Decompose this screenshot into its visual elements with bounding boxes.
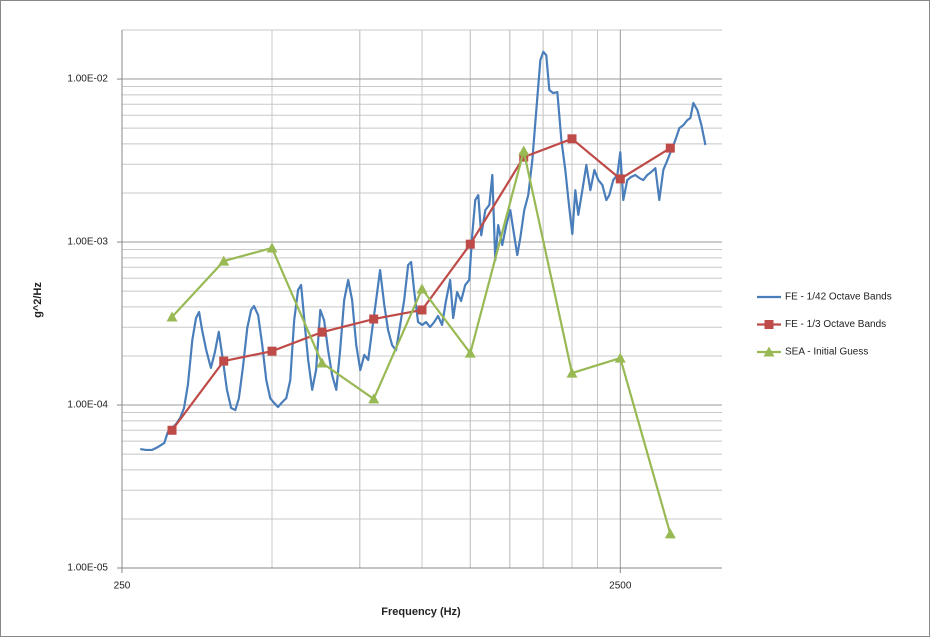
marker xyxy=(369,314,379,324)
y-tick-label: 1.00E-05 xyxy=(67,563,108,574)
marker xyxy=(167,425,177,435)
marker xyxy=(219,356,229,366)
marker xyxy=(764,320,774,329)
marker xyxy=(465,239,475,249)
marker xyxy=(417,305,427,315)
marker xyxy=(317,327,327,337)
marker xyxy=(368,393,380,404)
x-tick-label: 2500 xyxy=(609,581,632,592)
marker xyxy=(664,528,676,539)
y-axis-title: g^2/Hz xyxy=(32,282,44,318)
marker xyxy=(566,367,578,378)
marker xyxy=(615,174,625,184)
marker xyxy=(567,134,577,144)
marker xyxy=(665,143,675,153)
plot-area xyxy=(140,50,707,539)
y-tick-label: 1.00E-03 xyxy=(67,237,108,248)
marker xyxy=(416,283,428,294)
marker xyxy=(218,255,230,266)
legend-label: FE - 1/3 Octave Bands xyxy=(785,319,886,330)
x-tick-label: 250 xyxy=(114,581,131,592)
series-line xyxy=(140,50,707,452)
marker xyxy=(763,346,775,357)
marker xyxy=(614,352,626,363)
marker xyxy=(267,346,277,356)
marker xyxy=(166,311,178,322)
marker xyxy=(518,145,530,156)
y-tick-label: 1.00E-02 xyxy=(67,74,108,85)
y-tick-label: 1.00E-04 xyxy=(67,400,108,411)
legend-label: SEA - Initial Guess xyxy=(785,347,868,358)
marker xyxy=(464,347,476,358)
marker xyxy=(519,152,529,162)
marker xyxy=(266,242,278,253)
marker xyxy=(316,357,328,368)
legend-label: FE - 1/42 Octave Bands xyxy=(785,292,892,303)
x-axis-title: Frequency (Hz) xyxy=(381,606,461,618)
